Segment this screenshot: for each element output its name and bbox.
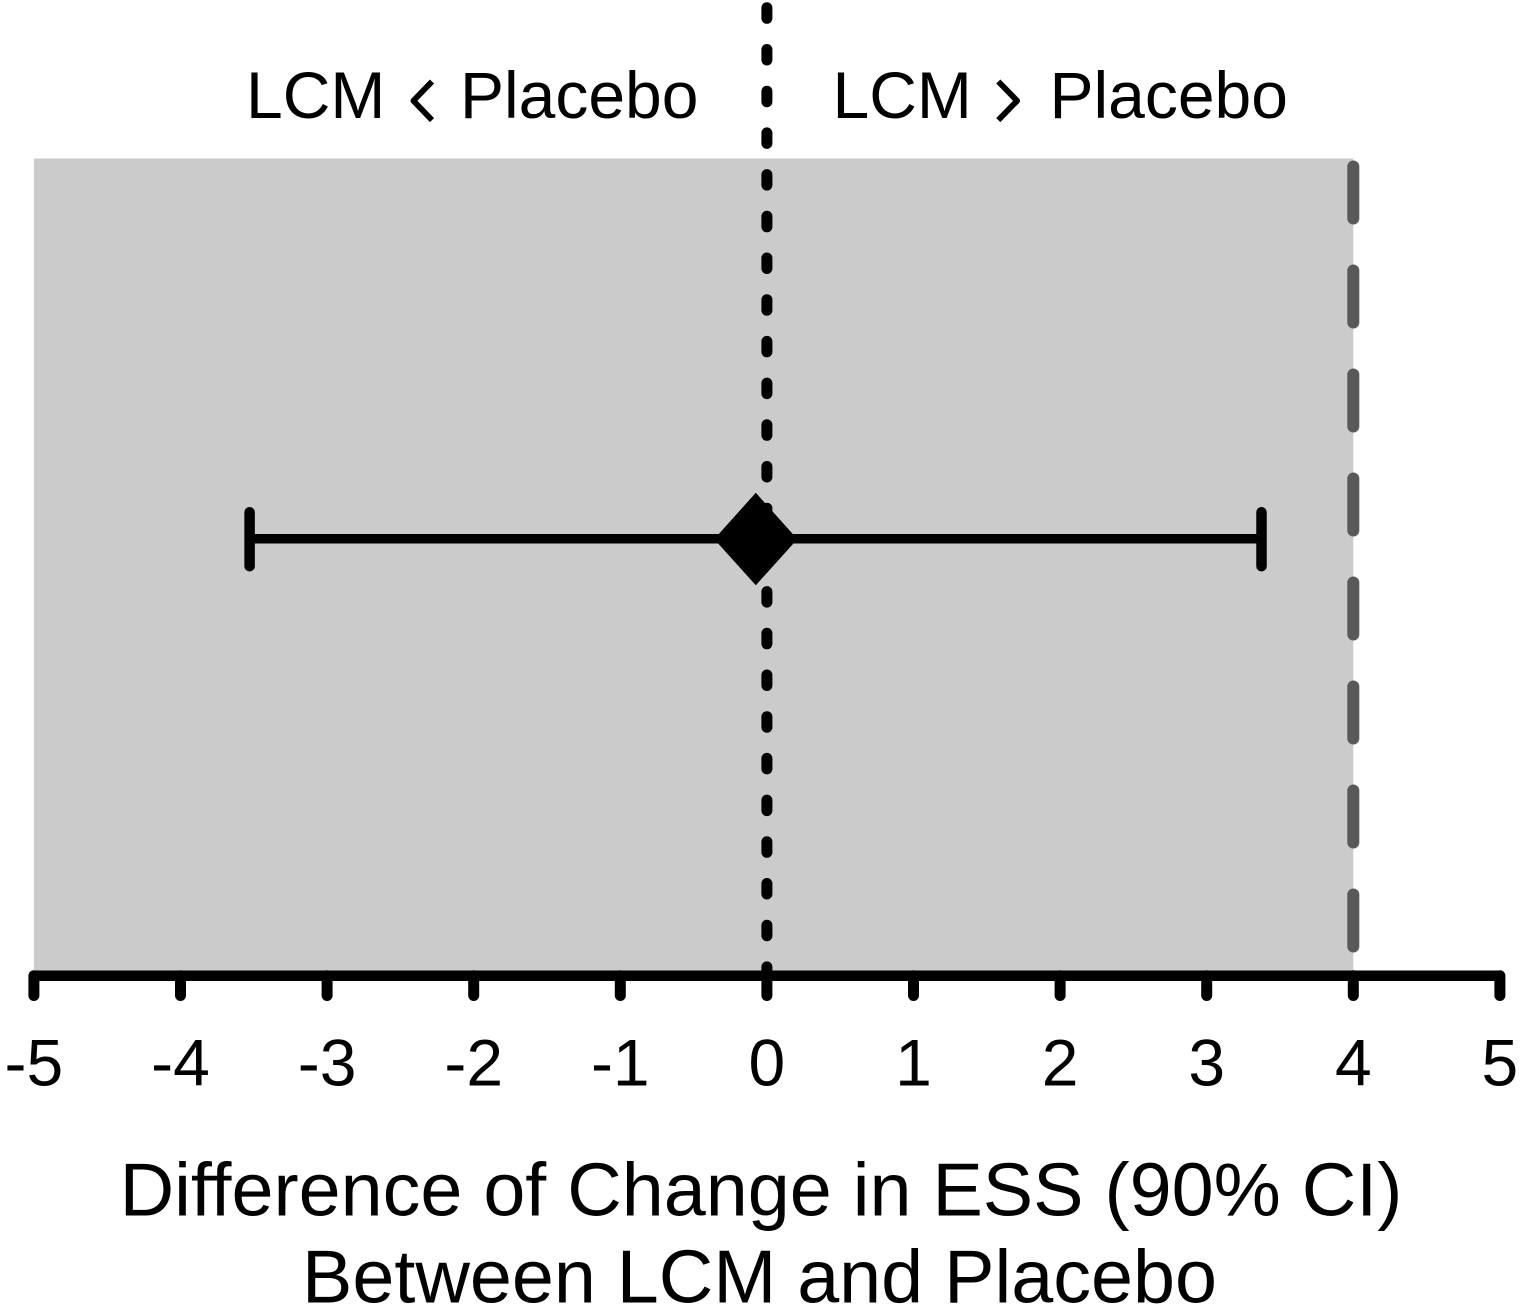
svg-text:-5: -5 — [5, 1026, 64, 1100]
svg-text:LCM: LCM — [833, 58, 972, 132]
svg-text:4: 4 — [1335, 1026, 1372, 1100]
svg-text:Difference of Change in ESS (9: Difference of Change in ESS (90% CI) — [120, 1148, 1403, 1232]
svg-text:-4: -4 — [151, 1026, 210, 1100]
svg-text:Placebo: Placebo — [460, 58, 699, 132]
svg-text:2: 2 — [1042, 1026, 1079, 1100]
svg-text:Placebo: Placebo — [1049, 58, 1288, 132]
svg-text:5: 5 — [1482, 1026, 1519, 1100]
svg-text:-1: -1 — [591, 1026, 650, 1100]
svg-text:-2: -2 — [444, 1026, 503, 1100]
svg-text:Between LCM and Placebo: Between LCM and Placebo — [302, 1235, 1217, 1312]
svg-text:-3: -3 — [298, 1026, 357, 1100]
svg-text:0: 0 — [749, 1026, 786, 1100]
svg-text:LCM: LCM — [246, 58, 385, 132]
svg-text:1: 1 — [895, 1026, 932, 1100]
svg-text:3: 3 — [1188, 1026, 1225, 1100]
